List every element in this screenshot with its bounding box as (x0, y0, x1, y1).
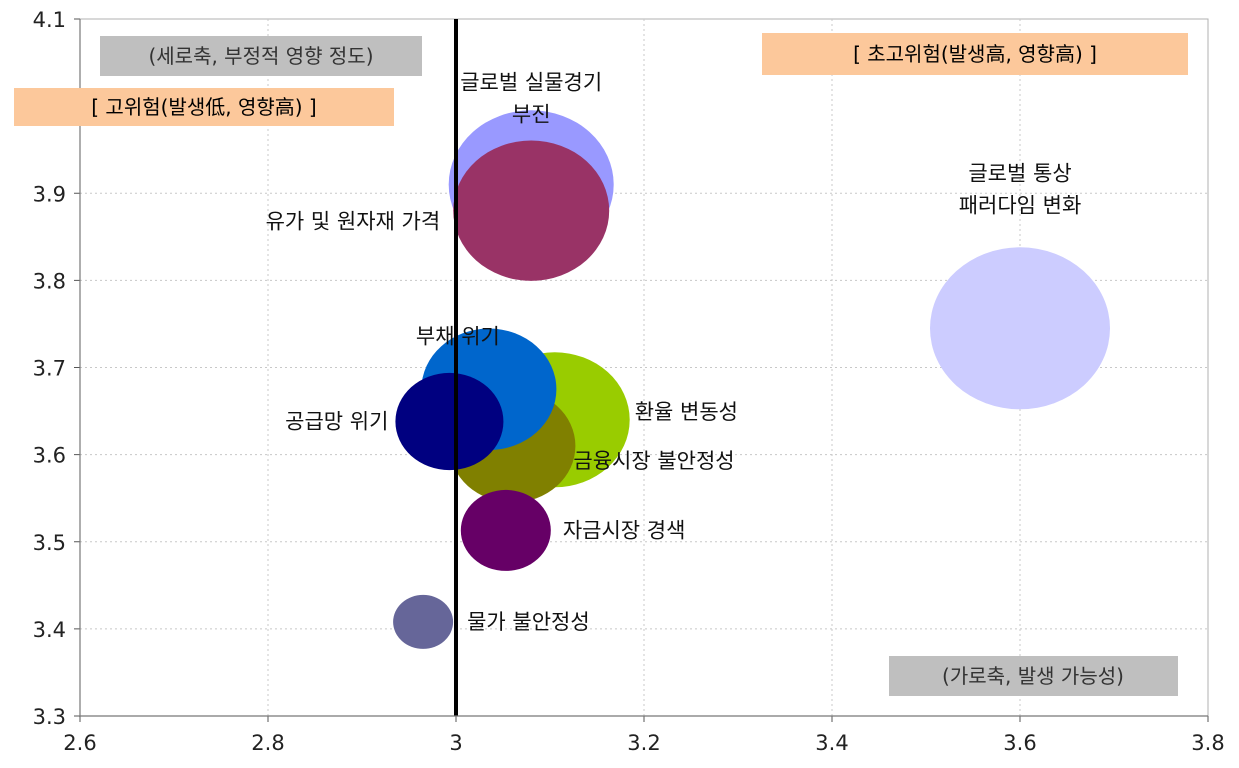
x-tick-label: 2.8 (251, 731, 284, 755)
bubble-8 (460, 489, 551, 571)
bubble-label: 부진 (512, 103, 551, 127)
bubble-label: 공급망 위기 (285, 410, 388, 434)
y-tick-label: 3.6 (33, 444, 66, 468)
bubble-7 (395, 372, 504, 471)
y-axis-note: (세로축, 부정적 영향 정도) (148, 44, 373, 68)
x-tick-label: 3.4 (815, 731, 848, 755)
bubble-label: 유가 및 원자재 가격 (266, 210, 441, 234)
bubble-layer (393, 110, 1110, 649)
super-high-risk-label: [ 초고위험(발생高, 영향高) ] (853, 42, 1097, 66)
y-tick-label: 4.1 (33, 8, 66, 32)
high-risk-label: [ 고위험(발생低, 영향高) ] (91, 95, 316, 119)
y-axis-note-box (100, 36, 422, 76)
x-tick-label: 2.6 (63, 731, 96, 755)
y-tick-label: 3.4 (33, 618, 66, 642)
axes: 2.6 2.8 3 3.2 3.4 3.6 3.8 3.3 3.4 3.5 3.6 3.7 3.8 3.9… (33, 8, 1225, 755)
bubble-label: 환율 변동성 (635, 400, 738, 424)
annotation-layer: (세로축, 부정적 영향 정도) [ 고위험(발생低, 영향高) ] [ 초고위… (14, 33, 1188, 696)
y-tick-label: 3.3 (33, 705, 66, 729)
bubble-label: 금융시장 불안정성 (573, 449, 734, 473)
x-axis-note-box (889, 656, 1178, 696)
bubble-label: 부채 위기 (416, 324, 500, 348)
bubble-label: 글로벌 실물경기 (460, 71, 602, 95)
bubble-label: 물가 불안정성 (467, 610, 590, 634)
y-tick-label: 3.8 (33, 269, 66, 293)
y-tick-label: 3.7 (33, 357, 66, 381)
x-axis-note: (가로축, 발생 가능성) (942, 664, 1124, 688)
bubble-2 (453, 140, 610, 281)
bubble-label: 패러다임 변화 (959, 193, 1082, 217)
x-tick-label: 3.6 (1003, 731, 1036, 755)
high-risk-box (14, 88, 394, 126)
x-tick-label: 3.8 (1191, 731, 1224, 755)
y-tick-label: 3.9 (33, 182, 66, 206)
bubble-label: 자금시장 경색 (563, 518, 686, 542)
bubble-9 (393, 594, 454, 649)
y-tick-label: 3.5 (33, 531, 66, 555)
x-tick-label: 3 (449, 731, 462, 755)
x-tick-label: 3.2 (627, 731, 660, 755)
bubble-3 (930, 247, 1110, 410)
super-high-risk-box (762, 33, 1188, 75)
bubble-label: 글로벌 통상 (968, 161, 1071, 185)
